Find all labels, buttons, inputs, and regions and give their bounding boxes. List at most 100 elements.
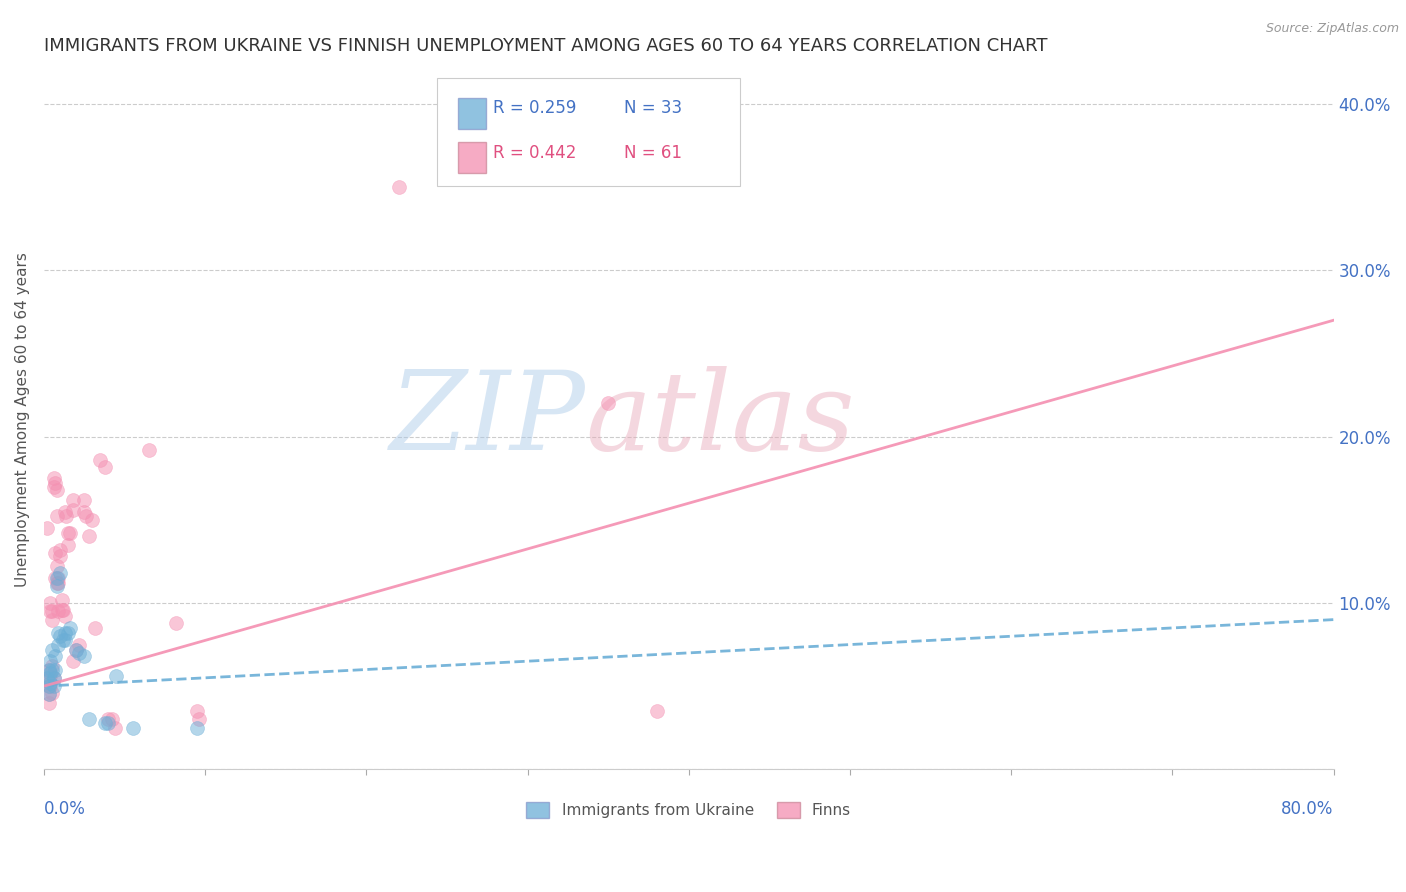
Point — [45, 579, 67, 593]
Point — [37, 521, 59, 535]
Point — [39, 654, 62, 668]
Point — [97, 715, 120, 730]
Point — [52, 602, 75, 616]
Point — [186, 721, 208, 735]
Point — [38, 671, 60, 685]
Point — [100, 713, 122, 727]
Point — [39, 596, 62, 610]
Point — [37, 671, 59, 685]
Point — [94, 715, 117, 730]
Point — [49, 549, 72, 564]
Point — [75, 509, 97, 524]
Point — [38, 688, 60, 702]
Text: R = 0.442: R = 0.442 — [492, 144, 576, 161]
Point — [49, 629, 72, 643]
Point — [44, 546, 66, 560]
Point — [645, 704, 668, 718]
Text: 80.0%: 80.0% — [1281, 800, 1334, 818]
Point — [387, 180, 409, 194]
Point — [42, 679, 65, 693]
Point — [41, 604, 63, 618]
Point — [73, 504, 96, 518]
Point — [56, 526, 79, 541]
Point — [48, 638, 70, 652]
Point — [104, 721, 127, 735]
Point — [73, 649, 96, 664]
Point — [53, 609, 76, 624]
Point — [49, 542, 72, 557]
Point — [105, 669, 128, 683]
Text: ZIP: ZIP — [389, 367, 585, 474]
Point — [77, 713, 100, 727]
Point — [45, 509, 67, 524]
Point — [45, 483, 67, 497]
Point — [53, 626, 76, 640]
Text: Source: ZipAtlas.com: Source: ZipAtlas.com — [1265, 22, 1399, 36]
Point — [82, 513, 104, 527]
Point — [38, 679, 60, 693]
Point — [44, 476, 66, 491]
Point — [186, 704, 208, 718]
Point — [45, 559, 67, 574]
Point — [56, 626, 79, 640]
Point — [38, 679, 60, 693]
Point — [53, 632, 76, 647]
Point — [52, 632, 75, 647]
Point — [42, 671, 65, 685]
Point — [56, 538, 79, 552]
Point — [48, 604, 70, 618]
Legend: Immigrants from Ukraine, Finns: Immigrants from Ukraine, Finns — [520, 797, 858, 824]
Point — [39, 669, 62, 683]
Point — [84, 621, 107, 635]
Point — [41, 642, 63, 657]
Point — [48, 571, 70, 585]
Point — [55, 509, 77, 524]
Point — [44, 649, 66, 664]
Text: R = 0.259: R = 0.259 — [492, 99, 576, 117]
Text: IMMIGRANTS FROM UKRAINE VS FINNISH UNEMPLOYMENT AMONG AGES 60 TO 64 YEARS CORREL: IMMIGRANTS FROM UKRAINE VS FINNISH UNEMP… — [44, 37, 1047, 55]
Point — [51, 592, 73, 607]
Point — [65, 642, 87, 657]
FancyBboxPatch shape — [437, 78, 741, 186]
Point — [39, 604, 62, 618]
FancyBboxPatch shape — [458, 142, 486, 173]
Y-axis label: Unemployment Among Ages 60 to 64 years: Unemployment Among Ages 60 to 64 years — [15, 252, 30, 588]
Point — [39, 665, 62, 680]
Point — [42, 479, 65, 493]
Point — [187, 713, 209, 727]
Point — [62, 654, 84, 668]
Point — [53, 504, 76, 518]
Text: N = 33: N = 33 — [624, 99, 682, 117]
Point — [41, 613, 63, 627]
Point — [39, 679, 62, 693]
Point — [121, 721, 143, 735]
Point — [62, 492, 84, 507]
Point — [41, 659, 63, 673]
Point — [44, 571, 66, 585]
Point — [165, 615, 187, 630]
Text: atlas: atlas — [585, 367, 855, 474]
Point — [97, 713, 120, 727]
Point — [38, 663, 60, 677]
Point — [51, 602, 73, 616]
Point — [44, 663, 66, 677]
Point — [598, 396, 620, 410]
FancyBboxPatch shape — [458, 98, 486, 128]
Point — [62, 503, 84, 517]
Point — [39, 675, 62, 690]
Text: 0.0%: 0.0% — [44, 800, 86, 818]
Point — [89, 453, 111, 467]
Point — [48, 626, 70, 640]
Point — [138, 442, 160, 457]
Point — [41, 663, 63, 677]
Point — [45, 576, 67, 591]
Point — [94, 459, 117, 474]
Point — [67, 638, 90, 652]
Point — [42, 671, 65, 685]
Point — [38, 663, 60, 677]
Point — [42, 471, 65, 485]
Point — [45, 571, 67, 585]
Point — [38, 688, 60, 702]
Point — [48, 576, 70, 591]
Point — [67, 646, 90, 660]
